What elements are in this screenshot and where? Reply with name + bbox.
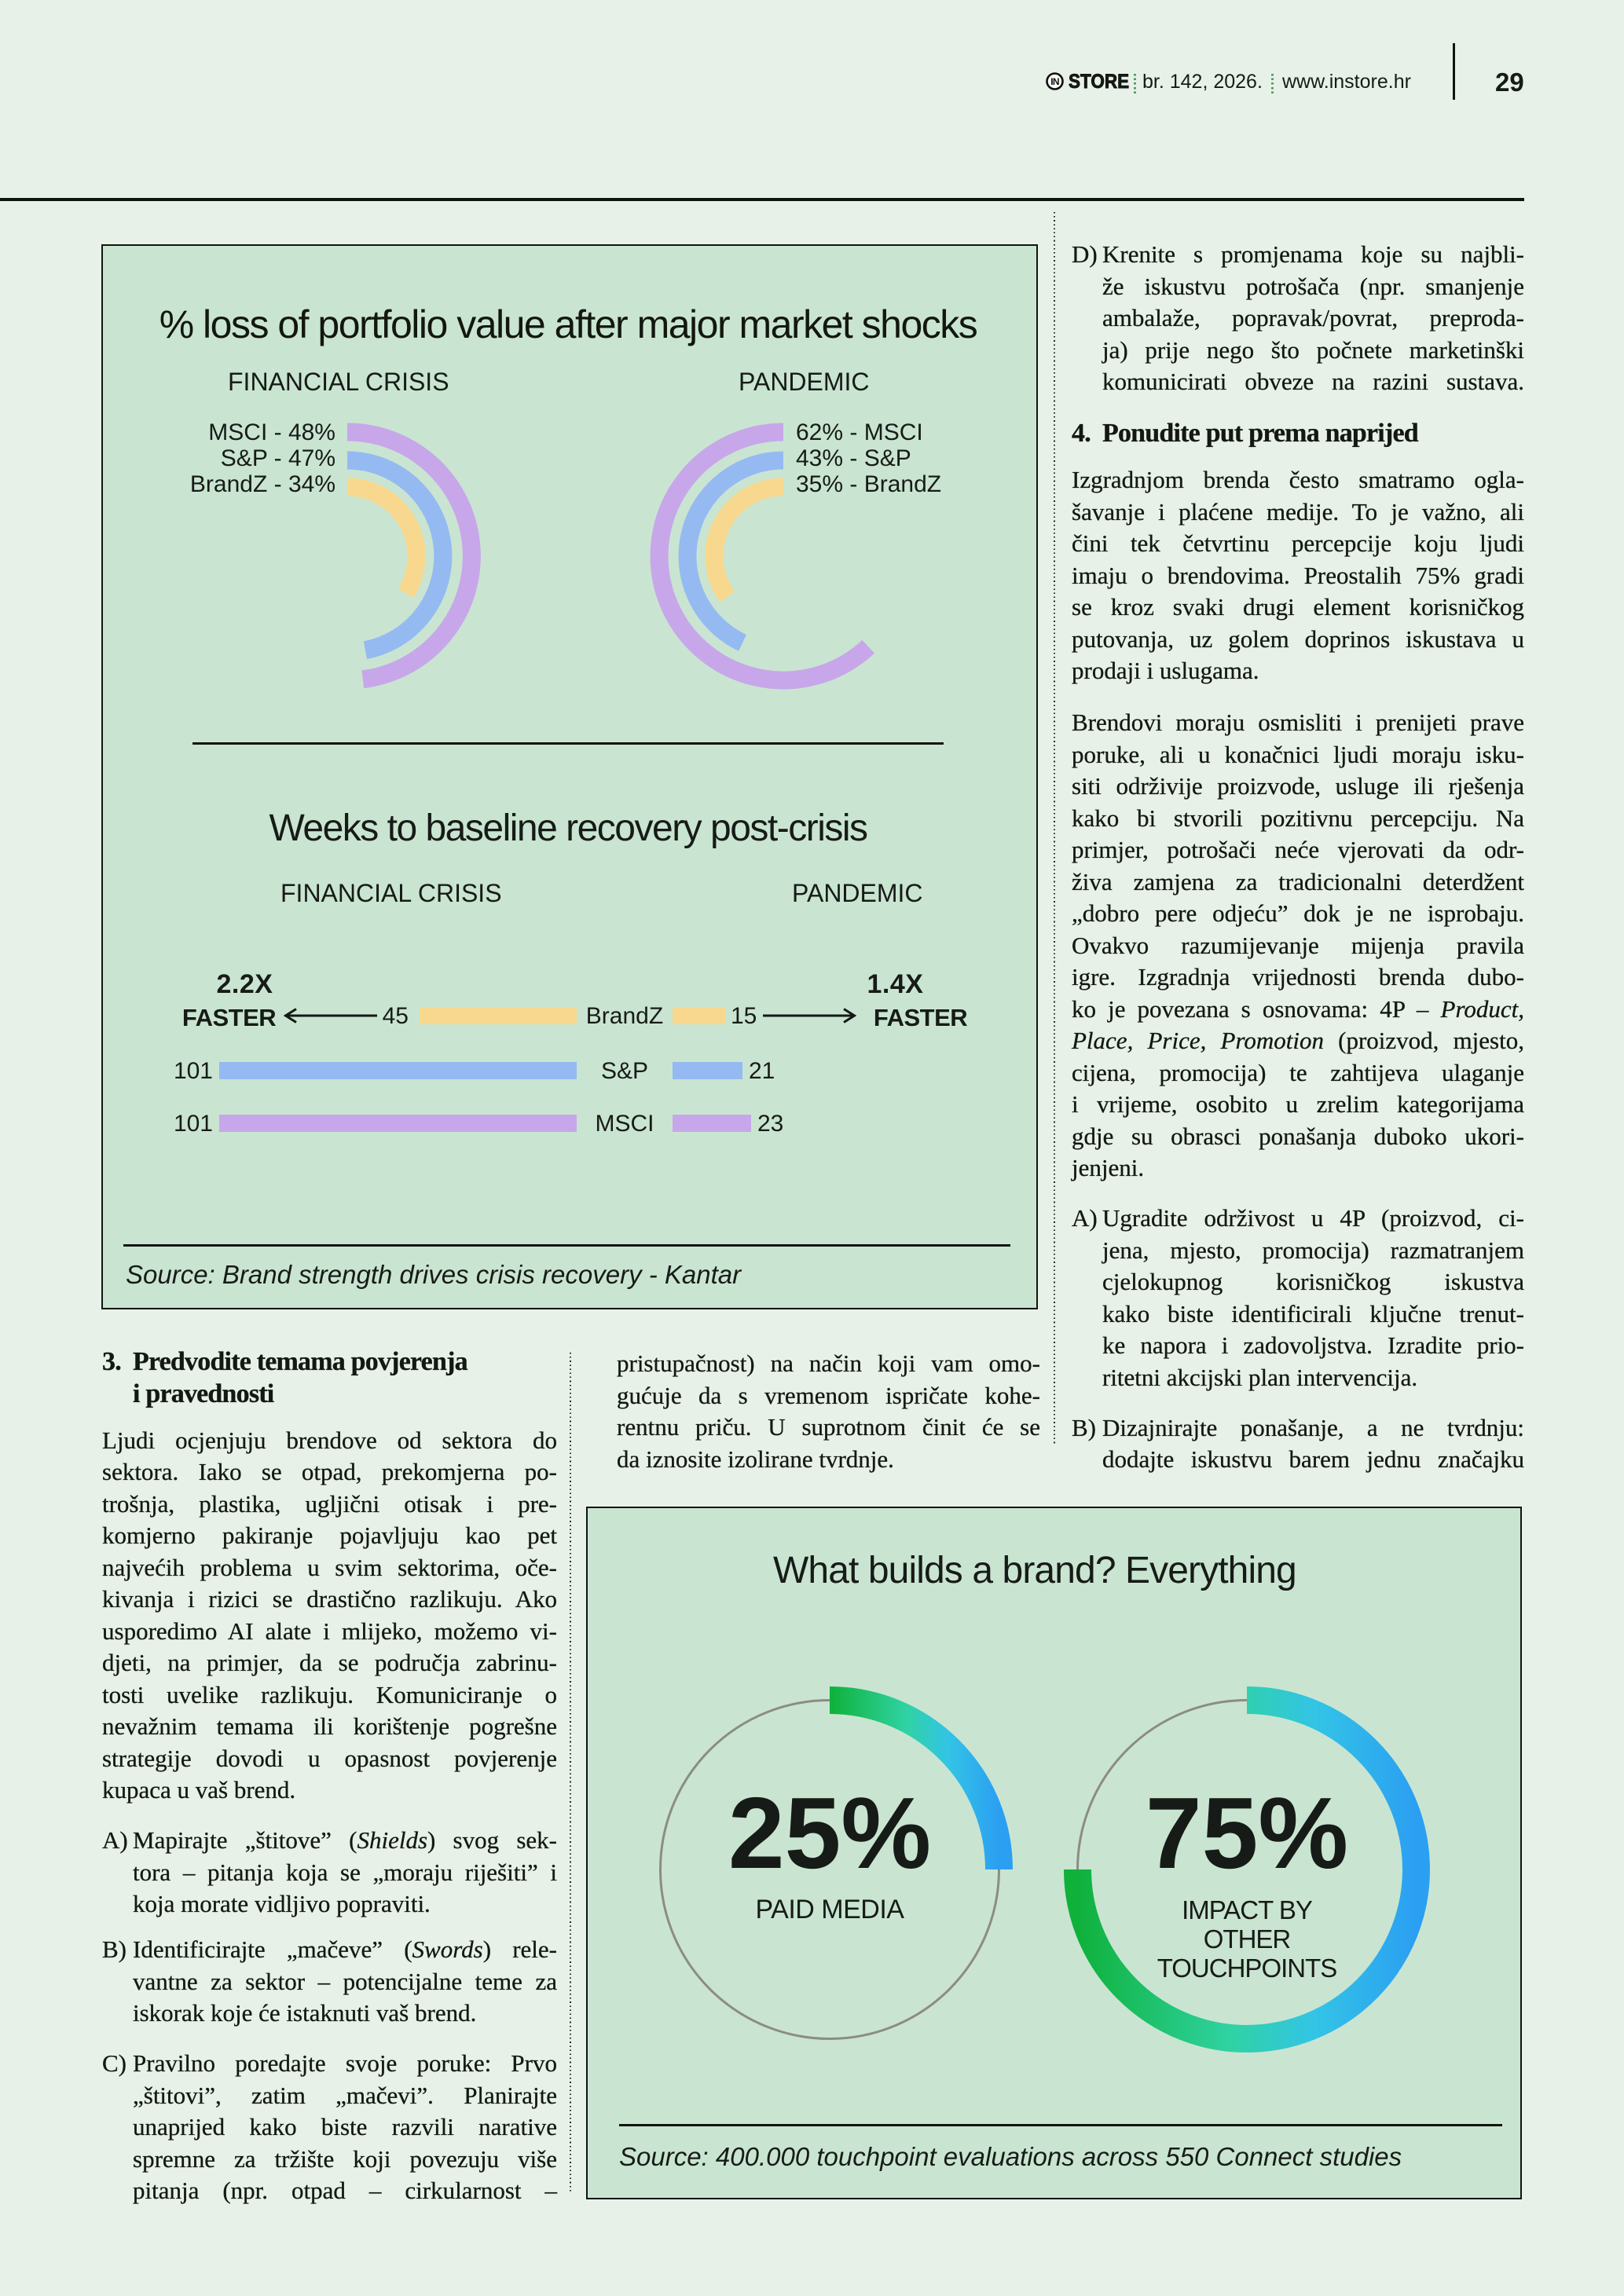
svg-text:IN: IN: [1050, 76, 1059, 87]
